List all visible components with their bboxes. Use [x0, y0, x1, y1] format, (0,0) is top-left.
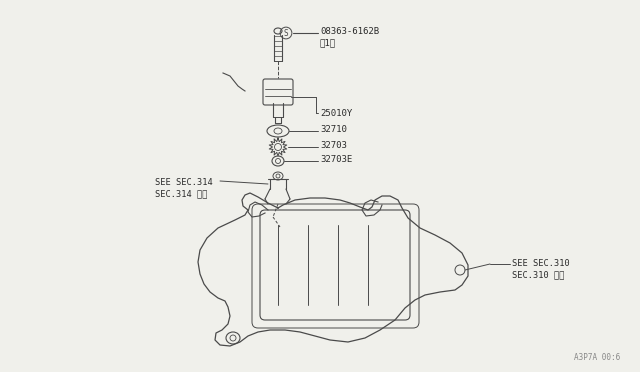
Text: 32703E: 32703E [320, 155, 352, 164]
Text: SEE SEC.314
SEC.314 参照: SEE SEC.314 SEC.314 参照 [155, 178, 212, 198]
Text: SEE SEC.310
SEC.310 参照: SEE SEC.310 SEC.310 参照 [512, 259, 570, 279]
Text: 08363-6162B
（1）: 08363-6162B （1） [320, 27, 379, 47]
Text: S: S [284, 29, 288, 38]
Text: A3P7A 00:6: A3P7A 00:6 [573, 353, 620, 362]
Text: 25010Y: 25010Y [320, 109, 352, 118]
Text: 32703: 32703 [320, 141, 347, 150]
Text: 32710: 32710 [320, 125, 347, 134]
